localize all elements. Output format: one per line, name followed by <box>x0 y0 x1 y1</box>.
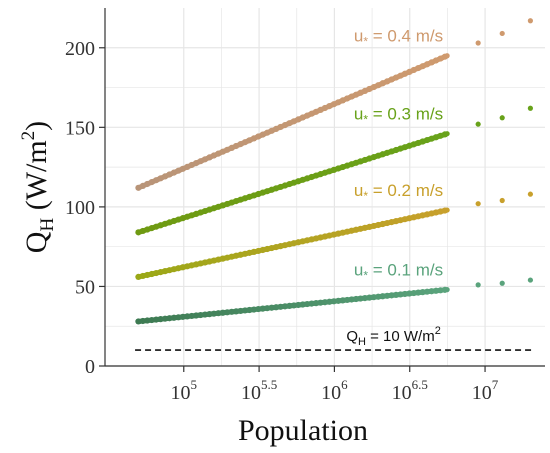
series-label-main: u <box>354 27 363 46</box>
series-point <box>444 53 450 59</box>
y-axis-title-main: Q <box>20 231 53 253</box>
series-point-extra <box>527 105 534 111</box>
series-label-sub: * <box>363 189 368 203</box>
series-label-sub: * <box>363 269 368 283</box>
x-tick-label: 106.5 <box>392 377 428 404</box>
threshold-label-rest: = 10 W/m <box>366 328 435 345</box>
series-label-1: u* = 0.2 m/s <box>354 181 443 203</box>
series-point-extra <box>475 40 481 46</box>
x-tick-base: 10 <box>321 382 341 404</box>
series-layer <box>135 18 534 325</box>
series-point-extra <box>499 280 505 286</box>
y-axis-title-unit-sup: 2 <box>18 131 39 141</box>
x-tick-label: 107 <box>472 377 499 404</box>
x-tick-label: 105 <box>171 377 198 404</box>
y-tick-label: 50 <box>75 276 95 298</box>
series-label-rest: = 0.4 m/s <box>368 27 443 46</box>
x-tick-base: 10 <box>171 382 191 404</box>
y-axis-title-unit-close: ) <box>20 121 53 131</box>
threshold-label-sup: 2 <box>435 325 441 337</box>
threshold-layer: QH = 10 W/m2 <box>135 325 534 351</box>
x-tick-label: 106 <box>321 377 348 404</box>
series-label-sub: * <box>363 35 368 49</box>
x-tick-exp: 6.5 <box>412 377 428 392</box>
series-labels: u* = 0.1 m/su* = 0.2 m/su* = 0.3 m/su* =… <box>354 27 443 283</box>
series-point-extra <box>475 282 481 288</box>
x-tick-exp: 5.5 <box>261 377 277 392</box>
x-tick-exp: 6 <box>341 377 348 392</box>
series-label-rest: = 0.3 m/s <box>368 105 443 124</box>
series-label-3: u* = 0.4 m/s <box>354 27 443 49</box>
x-tick-label: 105.5 <box>241 377 277 404</box>
y-axis-title-unit: (W/m <box>20 140 53 217</box>
x-tick-exp: 7 <box>492 377 499 392</box>
x-tick-exp: 5 <box>191 377 198 392</box>
y-tick-label: 100 <box>65 197 95 219</box>
series-point <box>444 131 450 137</box>
y-tick-label: 200 <box>65 38 95 60</box>
series-point-extra <box>527 191 534 197</box>
series-point <box>444 207 450 213</box>
series-label-sub: * <box>363 113 368 127</box>
series-label-main: u <box>354 261 363 280</box>
axes: 105 105.5 106 106.5 107050100150200Populatio… <box>18 8 545 447</box>
threshold-label-sub: H <box>358 336 366 348</box>
grid <box>105 8 545 367</box>
x-axis-title: Population <box>238 414 368 447</box>
series-point-extra <box>499 197 505 204</box>
threshold-label: QH = 10 W/m2 <box>346 325 441 348</box>
series-point-extra <box>475 201 481 207</box>
series-label-main: u <box>354 105 363 124</box>
series-point-extra <box>499 30 505 37</box>
y-axis-title: QH (W/m2) <box>18 121 58 253</box>
series-1 <box>135 191 534 280</box>
y-tick-label: 150 <box>65 117 95 139</box>
series-point-extra <box>475 121 481 127</box>
series-label-rest: = 0.2 m/s <box>368 181 443 200</box>
y-tick-label: 0 <box>85 356 95 378</box>
series-0 <box>135 277 534 325</box>
series-point <box>444 287 450 293</box>
series-label-0: u* = 0.1 m/s <box>354 261 443 283</box>
series-point-extra <box>499 115 505 121</box>
series-label-rest: = 0.1 m/s <box>368 261 443 280</box>
series-point-extra <box>527 18 534 24</box>
y-axis-title-sub: H <box>37 218 58 232</box>
x-tick-base: 10 <box>241 382 261 404</box>
series-label-2: u* = 0.3 m/s <box>354 105 443 127</box>
x-tick-base: 10 <box>472 382 492 404</box>
series-3 <box>135 18 534 191</box>
threshold-label-main: Q <box>346 328 358 345</box>
series-label-main: u <box>354 181 363 200</box>
series-point-extra <box>527 277 534 283</box>
x-tick-base: 10 <box>392 382 412 404</box>
series-2 <box>135 105 534 236</box>
